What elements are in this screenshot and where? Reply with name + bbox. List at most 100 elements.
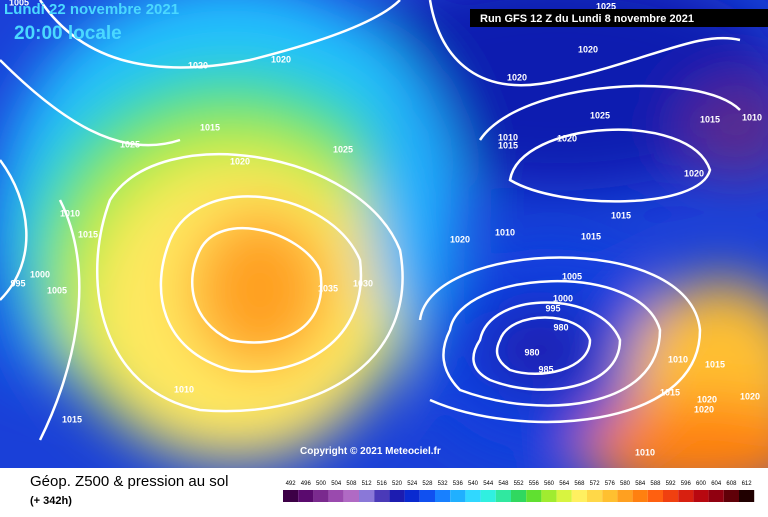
scale-label: 520: [392, 481, 403, 487]
scale-label: 548: [498, 481, 509, 487]
scale-swatch: [313, 490, 329, 502]
scale-swatch: [283, 490, 299, 502]
date: Lundi 22 novembre 2021: [4, 1, 179, 18]
isobar-label: 1010: [495, 227, 515, 237]
scale-label: 496: [301, 481, 312, 487]
map: 1005 102510201020101510251020102510101015…: [0, 0, 768, 468]
isobar-label: 1005: [9, 0, 29, 7]
scale-label: 500: [316, 481, 327, 487]
isobar-label: 1020: [271, 54, 291, 64]
isobar-label: 1020: [578, 44, 598, 54]
isobar-label: 1025: [596, 1, 616, 11]
scale-swatch: [359, 490, 375, 502]
scale-label: 588: [650, 481, 661, 487]
scale-swatch: [678, 490, 694, 502]
isobar-label: 1005: [562, 271, 582, 281]
scale-swatch: [298, 490, 314, 502]
scale-swatch: [328, 490, 344, 502]
copyright: Copyright © 2021 Meteociel.fr: [300, 446, 441, 457]
scale-swatch: [389, 490, 405, 502]
scale-swatch: [541, 490, 557, 502]
scale-swatch: [404, 490, 420, 502]
scale-label: 552: [514, 481, 525, 487]
isobar-label: 1000: [30, 269, 50, 279]
scale-swatch: [495, 490, 511, 502]
scale-swatch: [526, 490, 542, 502]
isobar-label: 1015: [62, 414, 82, 424]
isobar-label: 1015: [700, 114, 720, 124]
scale-label: 556: [529, 481, 540, 487]
scale-swatch: [374, 490, 390, 502]
isobar-label: 1020: [697, 394, 717, 404]
isobar-label: 1000: [553, 293, 573, 303]
scale-label: 492: [286, 481, 297, 487]
isobar-label: 995: [545, 303, 560, 313]
scale-label: 540: [468, 481, 479, 487]
isobar-label: 1020: [557, 133, 577, 143]
isobar-label: 1020: [684, 168, 704, 178]
isobar-label: 1015: [705, 359, 725, 369]
isobar-label: 1020: [230, 156, 250, 166]
scale-label: 536: [453, 481, 464, 487]
isobar-label: 985: [538, 364, 553, 374]
scale-swatch: [663, 490, 679, 502]
isobar-label: 1025: [120, 139, 140, 149]
time: 20:00 locale: [14, 23, 122, 44]
isobar-label: 1030: [353, 278, 373, 288]
scale-label: 604: [711, 481, 722, 487]
scale-label: 544: [483, 481, 494, 487]
scale-label: 592: [666, 481, 677, 487]
scale-label: 612: [742, 481, 753, 487]
scale-swatch: [739, 490, 755, 502]
scale-swatch: [571, 490, 587, 502]
scale-label: 532: [438, 481, 449, 487]
scale-label: 560: [544, 481, 555, 487]
scale-swatch: [343, 490, 359, 502]
scale-swatch: [587, 490, 603, 502]
scale-swatch: [556, 490, 572, 502]
scale-label: 508: [346, 481, 357, 487]
isobar-label: 1020: [188, 60, 208, 70]
isobar-label: 1025: [333, 144, 353, 154]
isobars: [0, 0, 741, 441]
isobar-label: 1020: [694, 404, 714, 414]
isobar-label: 1020: [450, 234, 470, 244]
scale-label: 516: [377, 481, 388, 487]
scale-swatch: [632, 490, 648, 502]
isobar-label: 1020: [507, 72, 527, 82]
scale-swatch: [419, 490, 435, 502]
scale-swatch: [465, 490, 481, 502]
isobar-label: 1005: [47, 285, 67, 295]
height-field: [0, 0, 768, 468]
isobar-label: 1010: [742, 112, 762, 122]
isobar-label: 1015: [611, 210, 631, 220]
isobar-label: 1015: [200, 122, 220, 132]
scale-swatch: [723, 490, 739, 502]
isobar-labels: 1005 102510201020101510251020102510101015…: [9, 0, 762, 457]
scale-label: 524: [407, 481, 418, 487]
isobar-label: 1015: [78, 229, 98, 239]
scale-swatch: [693, 490, 709, 502]
scale-swatch: [450, 490, 466, 502]
scale-swatch: [617, 490, 633, 502]
run-info: Run GFS 12 Z du Lundi 8 novembre 2021: [480, 13, 694, 25]
scale-swatch: [708, 490, 724, 502]
isobar-label: 1015: [660, 387, 680, 397]
footer-subtitle: (+ 342h): [30, 495, 72, 507]
scale-label: 504: [331, 481, 342, 487]
scale-swatch: [435, 490, 451, 502]
scale-label: 564: [559, 481, 570, 487]
scale-label: 568: [574, 481, 585, 487]
isobar-label: 1025: [590, 110, 610, 120]
isobar-label: 1010: [60, 208, 80, 218]
scale-label: 572: [590, 481, 601, 487]
scale-label: 596: [681, 481, 692, 487]
scale-swatch: [647, 490, 663, 502]
scale-label: 512: [362, 481, 373, 487]
isobar-label: 980: [553, 322, 568, 332]
scale-label: 580: [620, 481, 631, 487]
scale-swatch: [602, 490, 618, 502]
scale-label: 584: [635, 481, 646, 487]
color-scale: 492 496 500 504 508 512 516 520 524 528 532 536 540 5…: [283, 481, 755, 502]
